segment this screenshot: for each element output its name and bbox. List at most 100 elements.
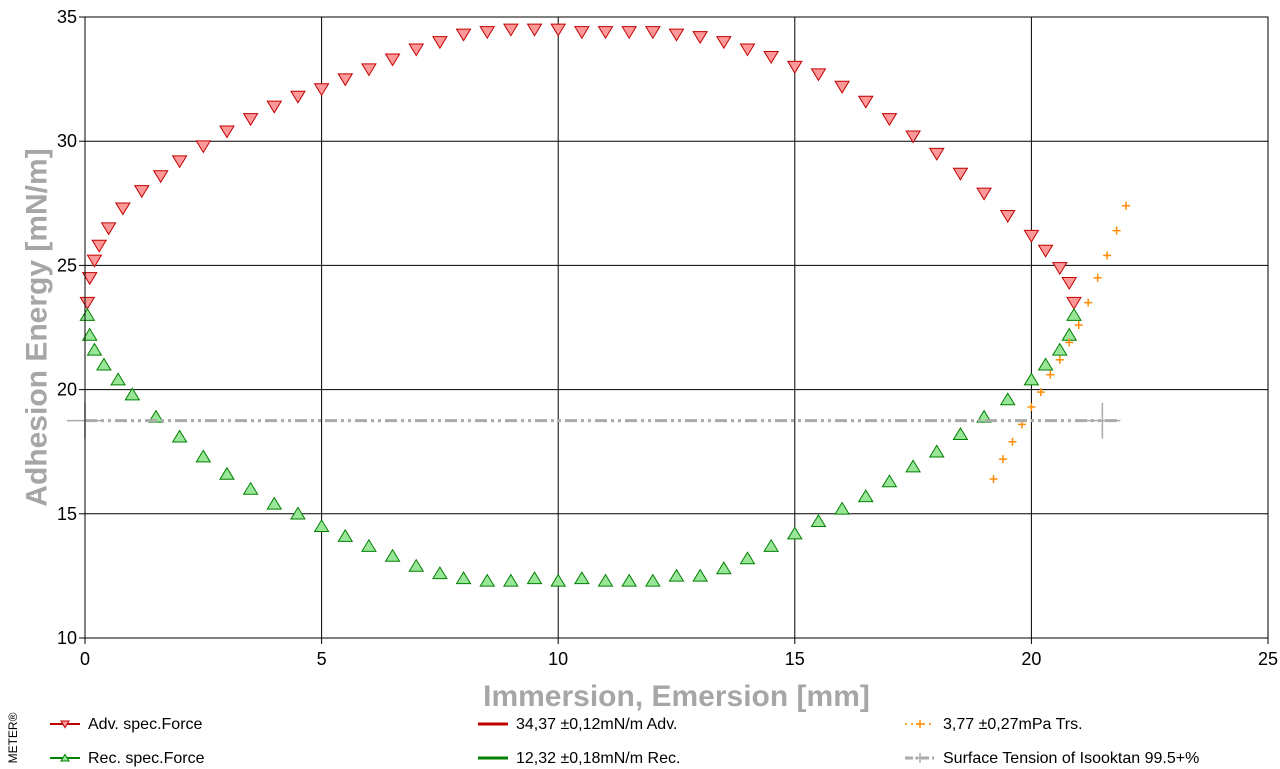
legend-label: Surface Tension of Isooktan 99.5+%	[943, 750, 1199, 767]
legend-item: 12,32 ±0,18mN/m Rec.	[478, 750, 680, 767]
rec-point	[526, 571, 543, 585]
adv-point	[384, 53, 401, 67]
adv-point	[834, 80, 851, 94]
legend-label: 34,37 ±0,12mN/m Adv.	[516, 716, 677, 733]
adv-point	[432, 36, 448, 50]
legend-label: 12,32 ±0,18mN/m Rec.	[516, 750, 680, 767]
legend-item: 3,77 ±0,27mPa Trs.	[905, 716, 1083, 733]
rec-point	[739, 551, 756, 565]
adv-point	[621, 26, 638, 40]
adv-point	[290, 90, 306, 104]
rec-point	[96, 357, 112, 371]
rec-point	[1051, 342, 1068, 356]
adv-point	[313, 83, 330, 97]
legend-label: 3,77 ±0,27mPa Trs.	[943, 716, 1083, 733]
x-axis-title: Immersion, Emersion [mm]	[483, 680, 870, 713]
rec-point	[597, 573, 614, 587]
rec-point	[110, 372, 127, 386]
rec-point	[621, 573, 638, 587]
adv-point	[786, 60, 803, 74]
rec-point	[1066, 307, 1082, 321]
rec-point	[786, 526, 803, 540]
y-tick-label: 30	[57, 131, 77, 151]
series-1	[79, 307, 1082, 587]
adv-point	[455, 28, 472, 42]
adv-point	[952, 167, 969, 181]
adv-point	[1051, 262, 1068, 276]
legend-label: Rec. spec.Force	[88, 750, 205, 767]
rec-point	[432, 566, 448, 580]
adv-point	[242, 113, 259, 127]
adv-point	[91, 239, 108, 253]
legend-item: 34,37 ±0,12mN/m Adv.	[478, 716, 677, 733]
adv-point	[133, 185, 150, 199]
legend-item: Surface Tension of Isooktan 99.5+%	[905, 750, 1199, 767]
adv-point	[361, 63, 377, 77]
rec-point	[171, 429, 188, 443]
y-tick-label: 10	[57, 628, 77, 648]
rec-point	[881, 474, 898, 488]
adv-point	[100, 222, 117, 236]
adv-point	[715, 36, 732, 50]
rec-point	[313, 518, 330, 532]
rec-point	[266, 496, 283, 510]
brand-text: METER®	[6, 712, 20, 763]
rec-point	[242, 481, 259, 495]
rec-point	[384, 548, 401, 562]
adv-point	[692, 31, 709, 45]
rec-point	[455, 571, 472, 585]
rec-point	[79, 307, 96, 321]
legend-item: Adv. spec.Force	[50, 716, 203, 733]
adv-point	[408, 43, 425, 57]
adv-point	[219, 125, 235, 139]
y-tick-label: 15	[57, 504, 77, 524]
adv-point	[976, 187, 992, 201]
adv-point	[739, 43, 756, 57]
adv-point	[114, 202, 131, 216]
legend-item: Rec. spec.Force	[50, 750, 205, 767]
rec-point	[763, 538, 780, 552]
rec-point	[219, 466, 235, 480]
rec-point	[290, 506, 306, 520]
adv-point	[1037, 244, 1054, 258]
plot-border	[84, 16, 1269, 639]
y-tick-label: 25	[57, 255, 77, 275]
rec-point	[550, 573, 567, 587]
rec-point	[668, 568, 685, 582]
adv-point	[526, 23, 543, 37]
x-tick-label: 20	[1021, 649, 1041, 669]
series-4	[989, 201, 1131, 484]
adv-point	[810, 68, 827, 82]
x-tick-label: 15	[785, 649, 805, 669]
rec-point	[857, 489, 874, 503]
adv-point	[928, 147, 945, 161]
rec-point	[928, 444, 945, 458]
legend: Adv. spec.Force Rec. spec.Force 34,37 ±0,1…	[50, 716, 1199, 767]
rec-point	[195, 449, 212, 463]
rec-point	[905, 459, 921, 473]
y-axis-title: Adhesion Energy [mN/m]	[21, 148, 54, 506]
legend-marker	[60, 753, 70, 762]
adv-point	[266, 100, 283, 114]
rec-point	[692, 568, 709, 582]
adv-point	[881, 113, 898, 127]
adv-point	[1066, 296, 1082, 310]
rec-point	[408, 558, 425, 572]
adv-point	[337, 73, 354, 87]
adv-point	[152, 170, 169, 184]
adv-point	[81, 272, 98, 286]
rec-point	[834, 501, 851, 515]
x-tick-label: 5	[317, 649, 327, 669]
adv-point	[79, 296, 96, 310]
rec-point	[361, 538, 377, 552]
rec-point	[715, 561, 732, 575]
y-tick-label: 35	[57, 7, 77, 27]
rec-point	[1037, 357, 1054, 371]
legend-marker	[60, 720, 70, 729]
rec-point	[644, 573, 661, 587]
rec-point	[337, 528, 354, 542]
rec-point	[86, 342, 103, 356]
adv-point	[1061, 277, 1078, 291]
